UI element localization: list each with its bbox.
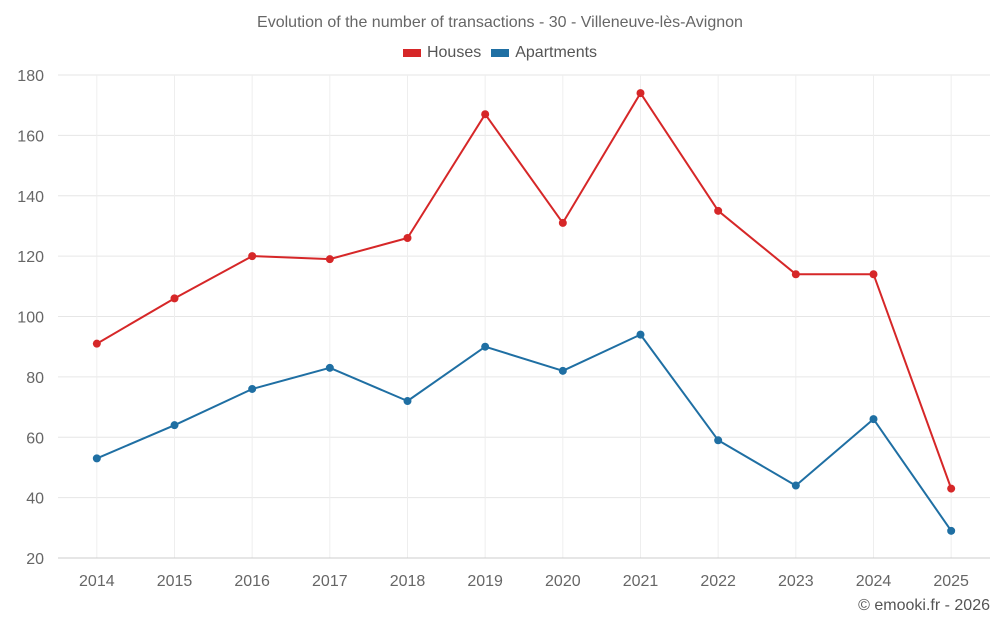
legend-swatch-apartments xyxy=(491,49,510,57)
y-tick-label: 40 xyxy=(26,491,44,508)
y-tick-label: 60 xyxy=(26,430,44,447)
data-point-apartments xyxy=(947,526,956,535)
x-tick-label: 2016 xyxy=(234,573,270,590)
data-point-houses xyxy=(947,484,956,493)
data-point-houses xyxy=(248,252,257,261)
data-point-houses xyxy=(558,218,567,227)
data-point-apartments xyxy=(869,415,878,424)
x-tick-label: 2019 xyxy=(467,573,503,590)
legend-label-houses: Houses xyxy=(426,44,482,61)
data-point-apartments xyxy=(248,384,257,393)
x-tick-label: 2022 xyxy=(700,573,736,590)
data-point-houses xyxy=(403,234,412,243)
y-tick-label: 100 xyxy=(17,310,44,327)
y-tick-label: 160 xyxy=(17,128,44,145)
data-point-apartments xyxy=(636,330,645,339)
data-point-houses xyxy=(636,89,645,98)
x-tick-label: 2014 xyxy=(79,573,115,590)
y-tick-label: 120 xyxy=(17,249,44,266)
data-point-apartments xyxy=(558,366,567,375)
x-tick-label: 2025 xyxy=(933,573,969,590)
y-tick-label: 180 xyxy=(17,68,44,85)
x-tick-label: 2021 xyxy=(623,573,659,590)
data-point-houses xyxy=(869,270,878,279)
legend-swatch-houses xyxy=(402,49,421,57)
data-point-houses xyxy=(92,339,101,348)
legend-item-apartments[interactable]: Apartments xyxy=(491,44,597,62)
data-point-houses xyxy=(170,294,179,303)
data-point-houses xyxy=(791,270,800,279)
data-point-apartments xyxy=(403,397,412,406)
x-tick-label: 2023 xyxy=(778,573,814,590)
data-point-apartments xyxy=(92,454,101,463)
chart-title: Evolution of the number of transactions … xyxy=(257,14,743,31)
data-point-houses xyxy=(481,110,490,119)
y-tick-label: 80 xyxy=(26,370,44,387)
x-tick-label: 2015 xyxy=(157,573,193,590)
data-point-apartments xyxy=(170,421,179,430)
footer-credit: © emooki.fr - 2026 xyxy=(858,597,990,614)
series-line-houses xyxy=(96,92,953,489)
data-point-apartments xyxy=(325,363,334,372)
x-tick-label: 2017 xyxy=(312,573,348,590)
data-point-apartments xyxy=(791,481,800,490)
data-point-houses xyxy=(325,255,334,264)
y-tick-label: 20 xyxy=(26,551,44,568)
x-tick-label: 2018 xyxy=(390,573,426,590)
y-tick-label: 140 xyxy=(17,189,44,206)
legend-item-houses[interactable]: Houses xyxy=(402,44,482,62)
data-point-houses xyxy=(714,206,723,215)
legend-label-apartments: Apartments xyxy=(515,44,598,61)
data-point-apartments xyxy=(481,342,490,351)
x-tick-label: 2024 xyxy=(856,573,892,590)
series-line-apartments xyxy=(96,333,953,532)
data-point-apartments xyxy=(714,436,723,445)
chart-legend: Houses Apartments xyxy=(0,44,1000,62)
x-tick-label: 2020 xyxy=(545,573,581,590)
